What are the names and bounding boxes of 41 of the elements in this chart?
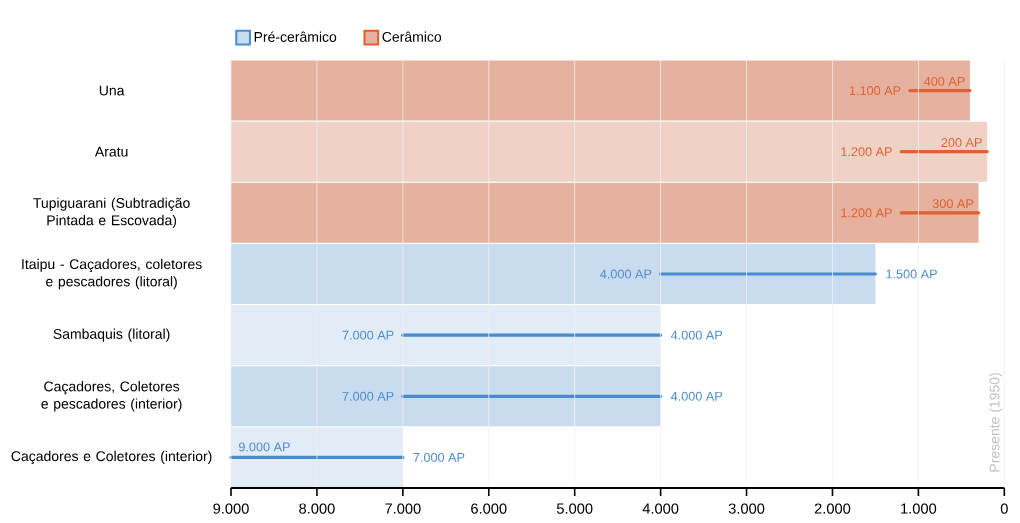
annotation: 4.000 AP: [670, 330, 723, 340]
y-tick-label: Sambaquis (litoral): [53, 328, 170, 342]
x-tick-label: 7.000: [385, 503, 421, 514]
y-tick-label: Una: [99, 85, 125, 96]
bar: [230, 60, 970, 121]
x-tick-label: 0: [1000, 503, 1008, 514]
x-tick-label: 5.000: [556, 503, 593, 514]
x-tick-label: 6.000: [471, 503, 507, 514]
annotation: 200 AP: [941, 138, 982, 148]
annotation: 9.000 AP: [238, 442, 290, 452]
x-tick-label: 4.000: [642, 503, 679, 514]
legend-label: Cerâmico: [382, 31, 442, 42]
annotation: 7.000 AP: [342, 330, 394, 340]
annotation: 7.000 AP: [342, 391, 394, 401]
annotation: 1.100 AP: [849, 86, 901, 96]
bar: [230, 305, 661, 366]
bar: [230, 366, 661, 427]
y-tick-label: Aratu: [94, 146, 128, 157]
y-tick-label: Tupiguarani (Subtradição Pintada e Escovada): [33, 197, 190, 229]
bar: [230, 121, 988, 182]
x-tick-label: 3.000: [728, 503, 765, 514]
x-tick-label: 2.000: [814, 503, 851, 514]
annotation: 1.500 AP: [886, 269, 937, 279]
annotation: 4.000 AP: [670, 391, 723, 401]
legend-label: Pré-cerâmico: [254, 31, 337, 42]
y-tick-label: Itaipu - Caçadores, coletores e pescadores (litoral): [22, 258, 202, 290]
bar: [230, 182, 979, 243]
bar: [230, 427, 403, 488]
annotation: 4.000 AP: [600, 269, 652, 279]
annotation: 7.000 AP: [413, 452, 465, 462]
bar: [230, 244, 876, 304]
y-tick-label: Caçadores, Coletores e pescadores (interior): [41, 381, 182, 412]
annotation: 400 AP: [923, 76, 965, 86]
annotation: 1.200 AP: [841, 208, 892, 218]
annotation: 1.200 AP: [841, 147, 892, 157]
x-tick-label: 8.000: [299, 503, 335, 514]
y-tick-label: Caçadores e Coletores (interior): [11, 450, 212, 464]
annotation: Presente (1950): [989, 373, 1003, 472]
x-tick-label: 1.000: [901, 503, 937, 514]
annotation: 300 AP: [932, 199, 974, 209]
x-tick-label: 9.000: [213, 503, 249, 514]
